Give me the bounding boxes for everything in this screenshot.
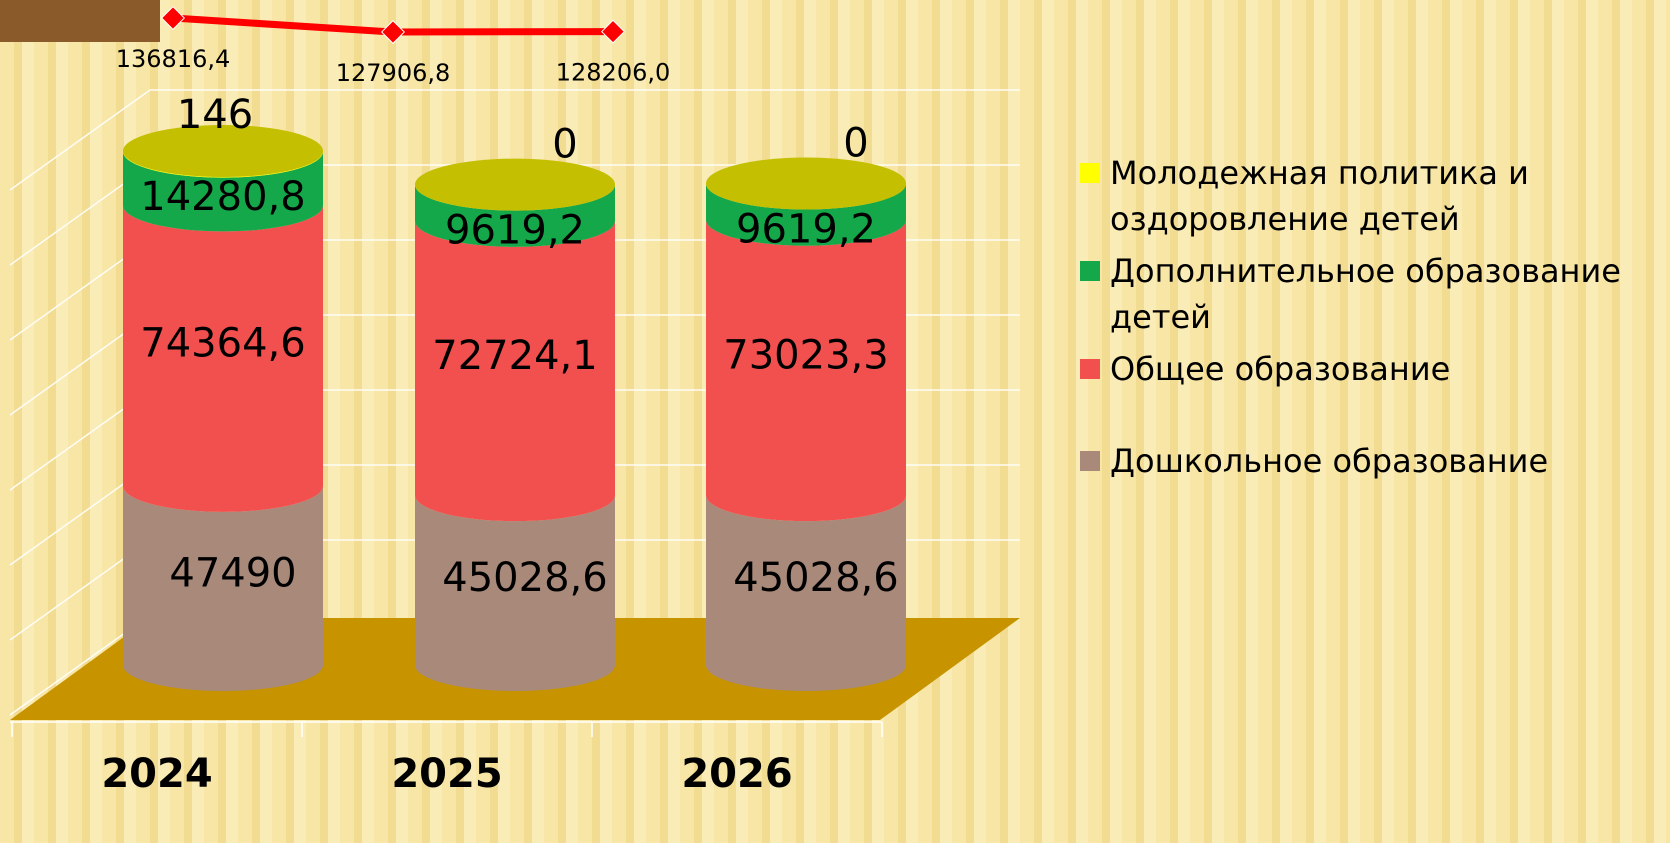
legend-item: Общее образование xyxy=(1080,346,1665,392)
legend-swatch xyxy=(1080,359,1100,379)
data-label: 14280,8 xyxy=(140,174,305,220)
line-marker xyxy=(160,5,186,31)
legend-item: Дополнительное образование детей xyxy=(1080,248,1665,340)
cylinder-segment xyxy=(123,205,323,512)
x-tick-label: 2024 xyxy=(101,751,212,797)
data-label: 73023,3 xyxy=(723,332,888,378)
cylinder-segment xyxy=(415,495,615,691)
legend-label: Дошкольное образование xyxy=(1110,442,1549,480)
data-label: 72724,1 xyxy=(432,333,597,379)
data-label: 146 xyxy=(177,92,253,138)
data-label: 0 xyxy=(552,122,577,168)
legend-swatch xyxy=(1080,261,1100,281)
cylinder-top xyxy=(123,125,323,178)
legend-swatch xyxy=(1080,163,1100,183)
data-label: 74364,6 xyxy=(140,321,305,367)
cylinder-top xyxy=(706,157,906,210)
data-label: 9619,2 xyxy=(736,206,876,252)
photo xyxy=(0,0,160,42)
cylinder-segment xyxy=(706,183,906,246)
line-marker xyxy=(380,20,406,45)
legend-swatch xyxy=(1080,451,1100,471)
legend-item: Молодежная политика и оздоровление детей xyxy=(1080,150,1665,242)
cylinder-segment xyxy=(415,184,615,247)
legend-label: Общее образование xyxy=(1110,350,1451,388)
cylinder-segment xyxy=(706,219,906,522)
legend-label: Дополнительное образование детей xyxy=(1110,252,1621,336)
cylinder-segment xyxy=(706,495,906,691)
data-label: 47490 xyxy=(169,550,296,596)
cylinder-top xyxy=(415,158,615,211)
x-tick-label: 2025 xyxy=(391,751,502,797)
legend-label: Молодежная политика и оздоровление детей xyxy=(1110,154,1529,238)
data-label: 0 xyxy=(843,120,868,166)
cylinder-segment xyxy=(415,220,615,522)
cylinder-segment xyxy=(123,151,323,232)
x-tick-label: 2026 xyxy=(681,751,792,797)
legend: Молодежная политика и оздоровление детей… xyxy=(1080,150,1665,490)
x-axis xyxy=(10,721,883,737)
line-label: 136816,4 xyxy=(116,45,231,73)
line-marker xyxy=(600,19,626,44)
cylinder-segment xyxy=(123,485,323,691)
data-label: 45028,6 xyxy=(442,555,607,601)
line-label: 127906,8 xyxy=(336,59,451,87)
line-label: 128206,0 xyxy=(556,59,671,87)
data-label: 45028,6 xyxy=(733,555,898,601)
legend-item: Дошкольное образование xyxy=(1080,438,1665,484)
data-label: 9619,2 xyxy=(445,208,585,254)
